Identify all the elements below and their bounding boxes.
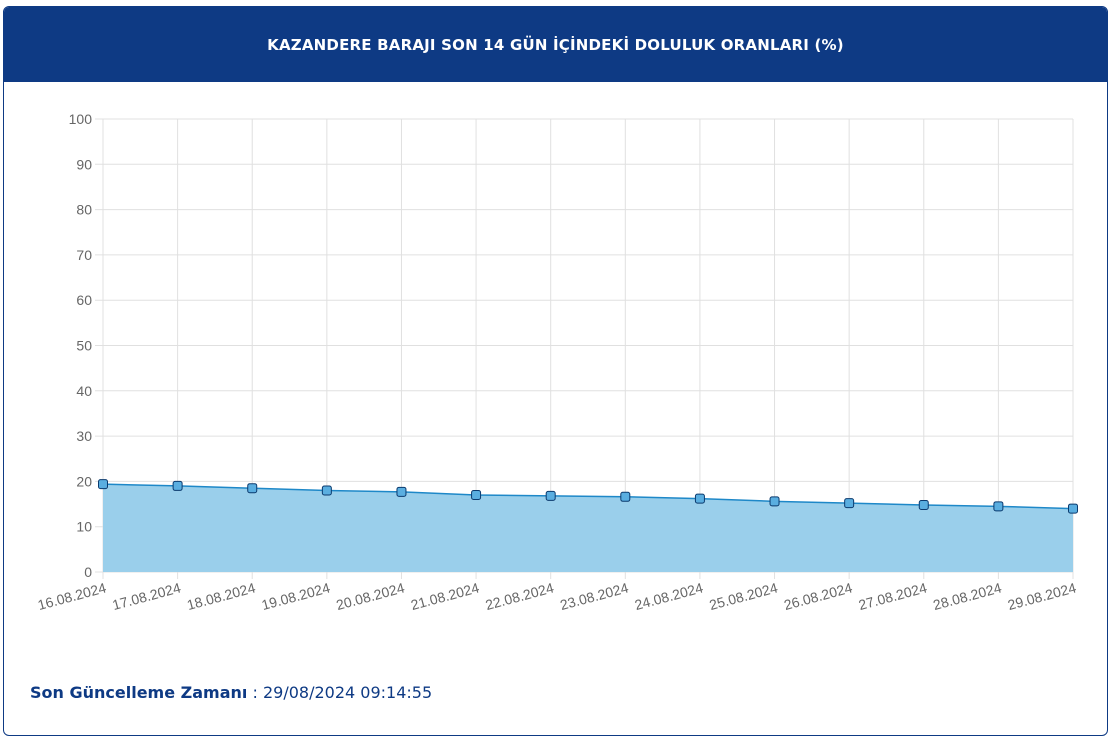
y-tick-label: 100 [69,111,93,127]
data-point [471,489,482,500]
chart-area: 0 10 20 30 40 50 60 70 80 90 100 16.08.2024 17.08.20… [4,82,1107,642]
data-point [247,483,258,494]
series-area-fill [103,484,1073,572]
x-tick-label: 28.08.2024 [931,579,1003,613]
data-point [620,491,631,502]
data-point [396,486,407,497]
chart-card: KAZANDERE BARAJI SON 14 GÜN İÇİNDEKİ DOL… [3,6,1108,736]
last-update-timestamp: 29/08/2024 09:14:55 [262,683,433,702]
x-tick-label: 17.08.2024 [111,579,183,613]
x-tick-label: 26.08.2024 [782,579,854,613]
y-tick-label: 20 [76,473,92,489]
x-tick-label: 20.08.2024 [334,579,406,613]
x-tick-label: 16.08.2024 [36,579,108,613]
y-tick-label: 30 [76,428,92,444]
y-tick-label: 80 [76,202,92,218]
y-tick-label: 50 [76,338,92,354]
data-point [172,480,183,491]
x-tick-label: 29.08.2024 [1006,579,1078,613]
chart-header: KAZANDERE BARAJI SON 14 GÜN İÇİNDEKİ DOL… [4,7,1107,82]
y-tick-label: 10 [76,519,92,535]
last-update: Son Güncelleme Zamanı : 29/08/2024 09:14… [30,683,432,702]
data-point [321,485,332,496]
data-point [1068,503,1078,514]
x-tick-label: 24.08.2024 [633,579,705,613]
y-tick-label: 60 [76,292,92,308]
data-point [844,498,855,509]
x-tick-label: 27.08.2024 [857,579,929,613]
data-point [769,496,780,507]
last-update-label: Son Güncelleme Zamanı [30,683,248,702]
x-tick-label: 23.08.2024 [558,579,630,613]
x-tick-label: 22.08.2024 [484,579,556,613]
last-update-separator: : [247,683,263,702]
data-point [98,479,108,490]
fill-rate-chart: 0 10 20 30 40 50 60 70 80 90 100 16.08.2024 17.08.20… [36,111,1078,613]
data-point [993,501,1004,512]
data-point [918,499,929,510]
data-point [545,490,556,501]
x-tick-label: 25.08.2024 [707,579,779,613]
series-line [102,483,1074,510]
y-tick-label: 40 [76,383,92,399]
data-point [694,493,705,504]
y-tick-label: 0 [84,564,92,580]
x-tick-label: 19.08.2024 [260,579,332,613]
x-tick-label: 18.08.2024 [185,579,257,613]
x-tick-label: 21.08.2024 [409,579,481,613]
y-tick-label: 90 [76,156,92,172]
y-tick-label: 70 [76,247,92,263]
chart-title: KAZANDERE BARAJI SON 14 GÜN İÇİNDEKİ DOL… [267,35,844,54]
